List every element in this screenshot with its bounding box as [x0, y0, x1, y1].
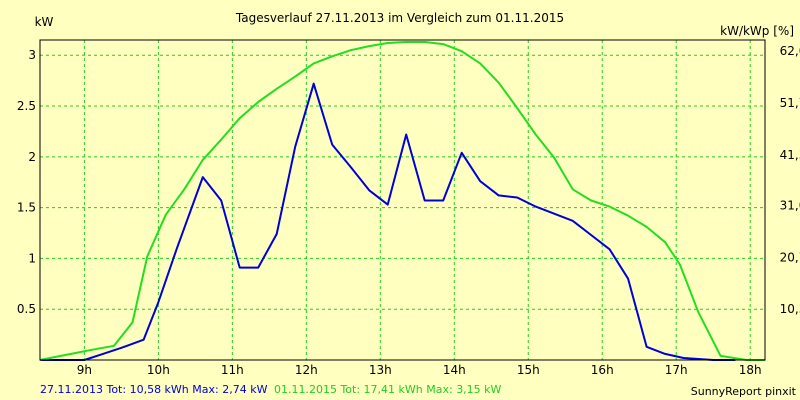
y-tick-label-left: 0.5	[17, 302, 36, 316]
x-tick-label: 15h	[517, 363, 540, 377]
y-tick-label-right: 62,0	[780, 44, 800, 58]
footer-series2-stats: 01.11.2015 Tot: 17,41 kWh Max: 3,15 kW	[274, 383, 502, 396]
y-tick-label-left: 2.5	[17, 99, 36, 113]
y-tick-label-right: 41,3	[780, 148, 800, 162]
x-tick-label: 11h	[221, 363, 244, 377]
y-tick-label-left: 1.5	[17, 201, 36, 215]
x-tick-label: 10h	[147, 363, 170, 377]
y-tick-label-right: 51,7	[780, 96, 800, 110]
y-tick-label-left: 3	[28, 48, 36, 62]
x-tick-label: 14h	[443, 363, 466, 377]
y-axis-left-label: kW	[35, 15, 54, 29]
y-tick-label-right: 31,0	[780, 199, 800, 213]
y-tick-label-left: 2	[28, 150, 36, 164]
x-tick-label: 12h	[295, 363, 318, 377]
chart-title: Tagesverlauf 27.11.2013 im Vergleich zum…	[235, 11, 564, 25]
footer-credit: SunnyReport pinxit	[691, 385, 797, 398]
y-tick-label-right: 20,7	[780, 250, 800, 264]
series-line-01-11-2015	[39, 41, 765, 361]
tick-labels: 9h 10h 11h 12h 13h 14h 15h 16h 17h 18h 0.5 1 1.5 2 2.5…	[17, 44, 800, 377]
series-layer	[39, 41, 765, 361]
grid	[40, 40, 765, 360]
series-line-27-11-2013	[40, 82, 736, 361]
y-tick-label-right: 10,3	[780, 302, 800, 316]
x-tick-label: 18h	[739, 363, 762, 377]
y-tick-label-left: 1	[28, 251, 36, 265]
y-axis-right-label: kW/kWp [%]	[720, 24, 794, 38]
footer-stats: 27.11.2013 Tot: 10,58 kWh Max: 2,74 kW 0…	[40, 383, 502, 396]
plot-frame	[39, 39, 766, 361]
x-tick-label: 17h	[665, 363, 688, 377]
footer-series1-stats: 27.11.2013 Tot: 10,58 kWh Max: 2,74 kW	[40, 383, 268, 396]
x-tick-label: 9h	[77, 363, 92, 377]
x-tick-label: 16h	[591, 363, 614, 377]
x-tick-label: 13h	[369, 363, 392, 377]
